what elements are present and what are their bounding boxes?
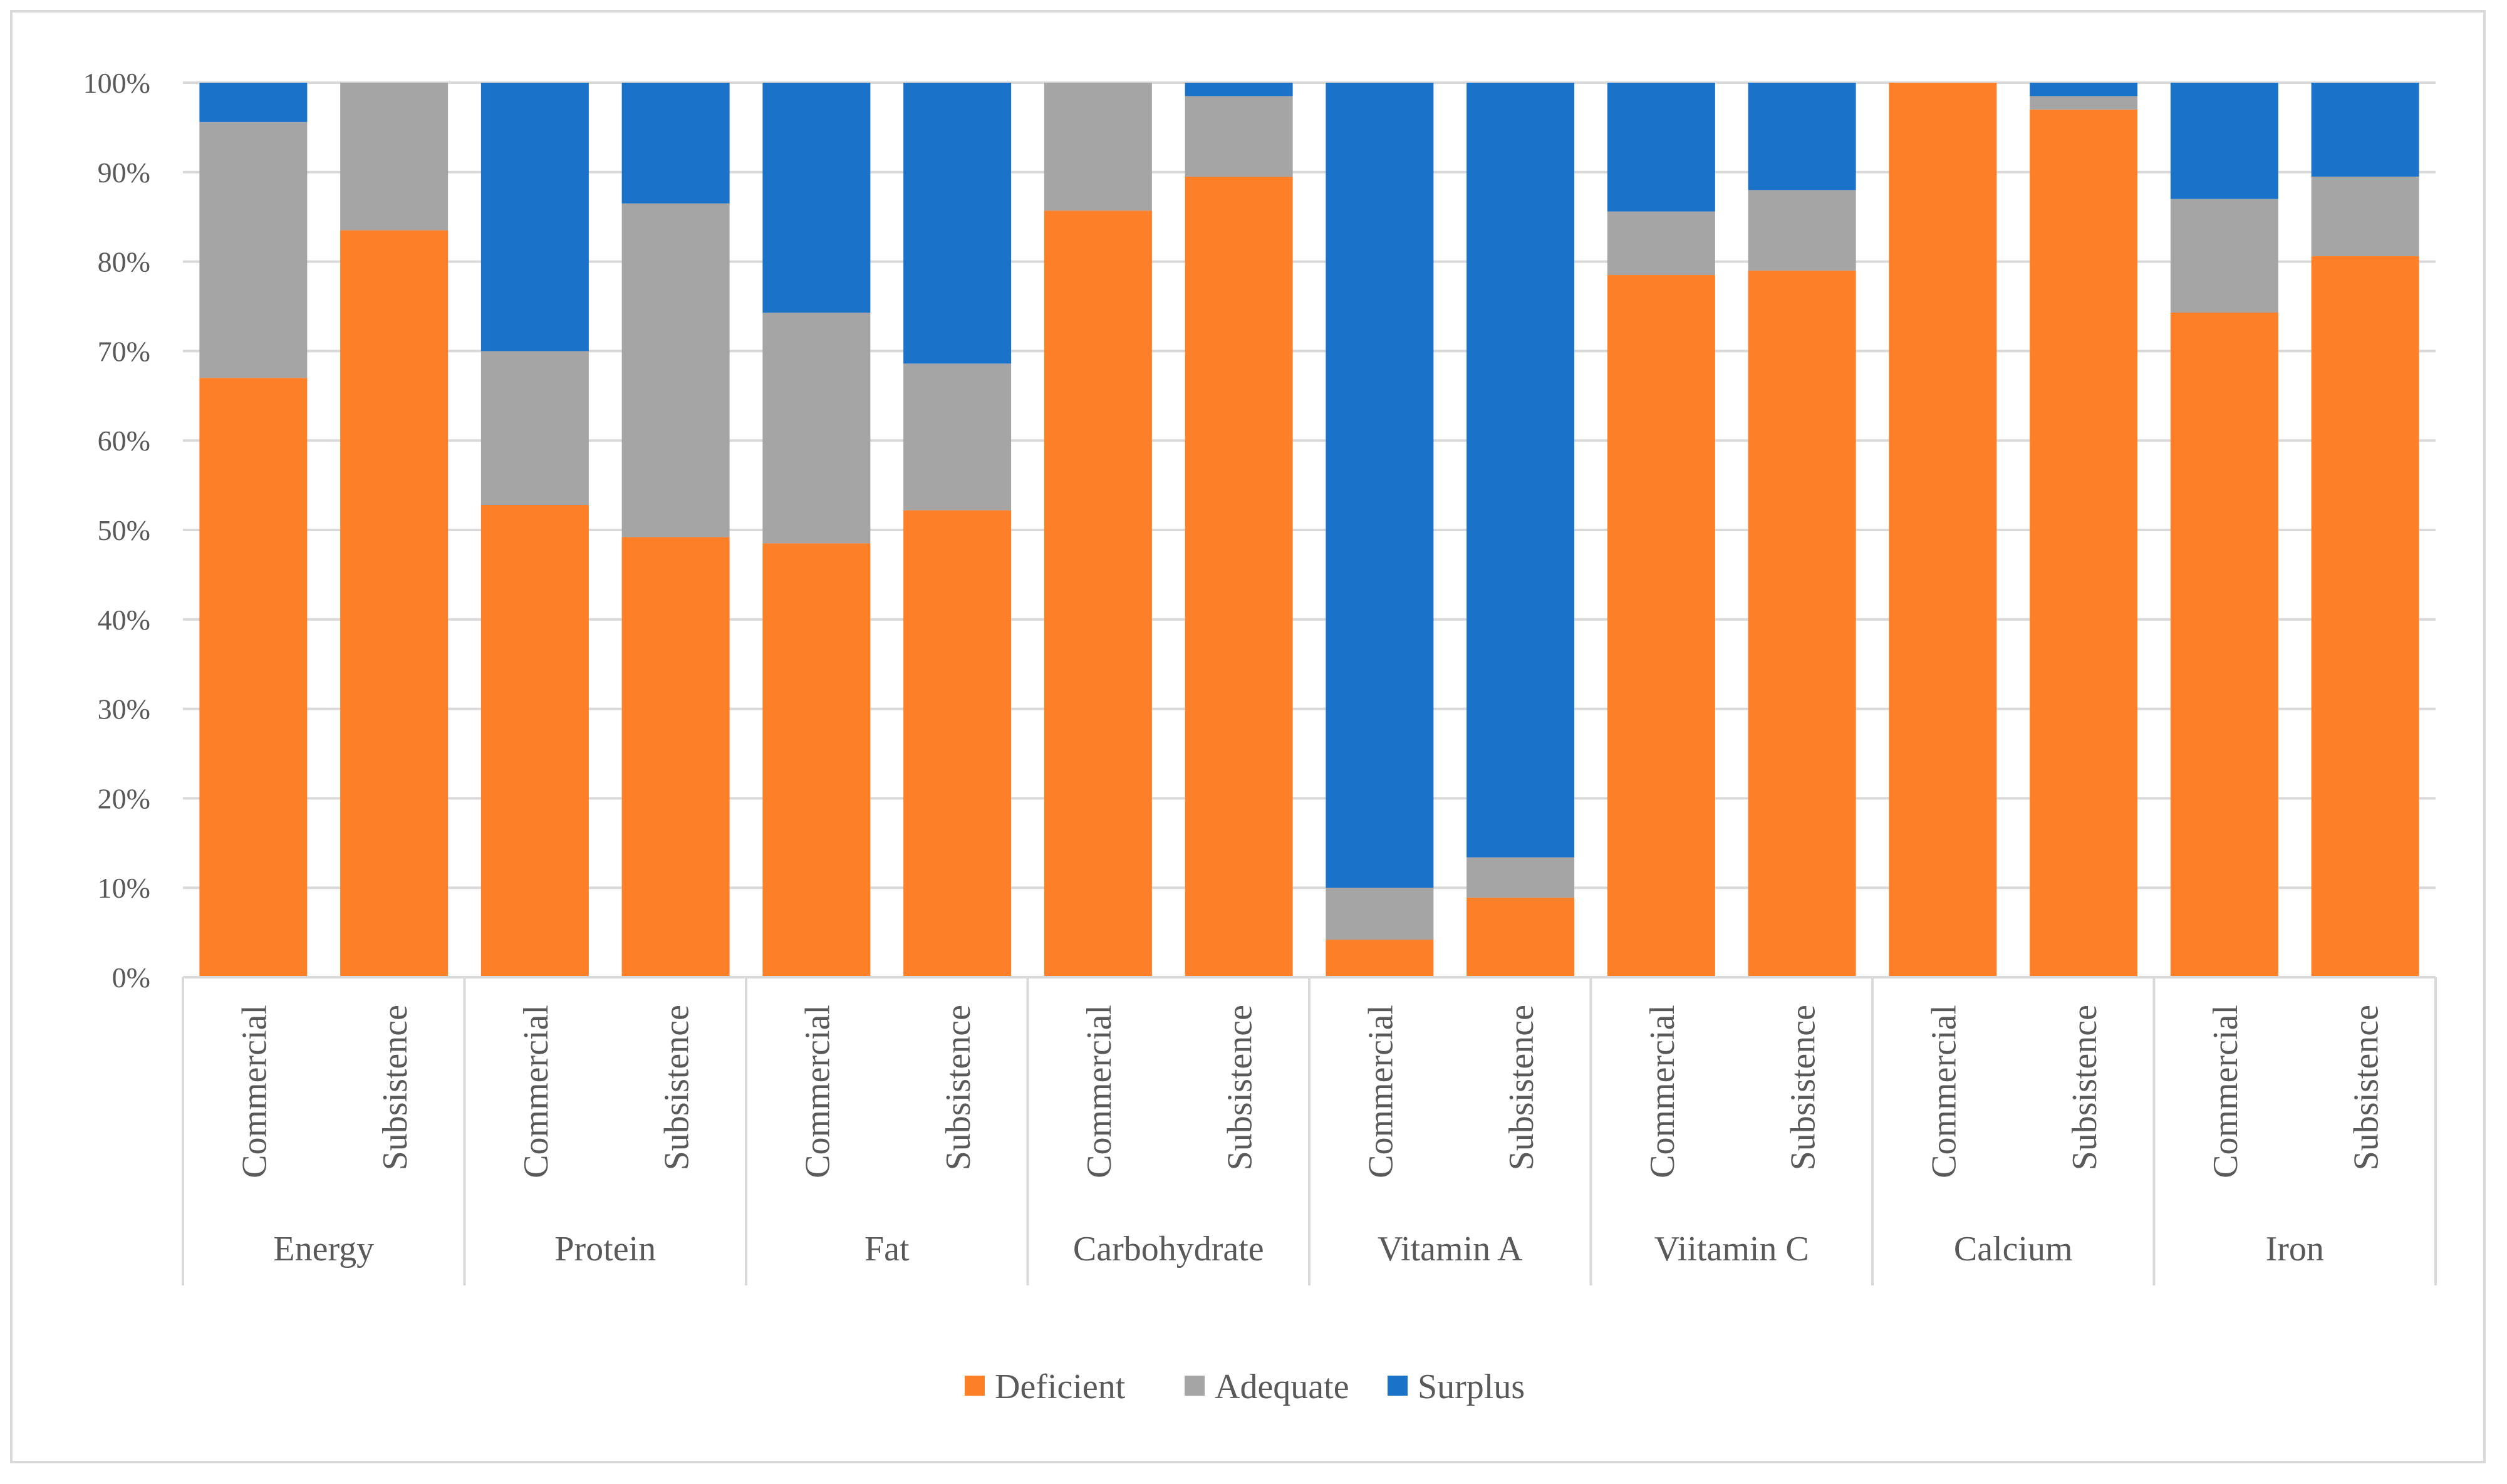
group-label: Vitamin A [1378, 1230, 1523, 1269]
bar-deficient-carbohydrate-commercial [1044, 210, 1152, 978]
stacked-bar-chart: 0% 10% 20% 30% 40% 50% 60% 70% 80% 90% 100% Commer… [83, 67, 2437, 1406]
group-label: Protein [554, 1230, 656, 1269]
bar-adequate-carbohydrate-commercial [1044, 83, 1152, 211]
bar-deficient-viitamin-c-subsistence [1748, 270, 1856, 977]
bar-deficient-viitamin-c-commercial [1607, 275, 1715, 977]
bars [199, 83, 2419, 978]
bar-surplus-viitamin-c-commercial [1607, 83, 1715, 212]
legend-label-adequate: Adequate [1215, 1367, 1349, 1406]
subcategory-label: Subsistence [1502, 1005, 1541, 1170]
bar-adequate-carbohydrate-subsistence [1185, 96, 1293, 177]
y-tick-label: 70% [98, 335, 150, 367]
subcategory-label: Subsistence [939, 1005, 978, 1170]
legend-swatch-deficient [965, 1376, 985, 1396]
y-tick-label: 90% [98, 157, 150, 189]
x-axis [182, 976, 2437, 1285]
bar-surplus-vitamin-a-subsistence [1466, 83, 1575, 858]
bar-surplus-vitamin-a-commercial [1326, 83, 1434, 888]
subcategory-label: Subsistence [1784, 1005, 1823, 1170]
bar-surplus-calcium-subsistence [2030, 83, 2138, 96]
legend-label-surplus: Surplus [1418, 1367, 1525, 1406]
bar-adequate-protein-subsistence [621, 203, 730, 537]
bar-surplus-fat-subsistence [903, 83, 1012, 364]
subcategory-label: Commercial [1643, 1005, 1682, 1178]
group-label: Calcium [1954, 1230, 2073, 1269]
y-tick-label: 10% [98, 872, 150, 904]
group-label: Viitamin C [1654, 1230, 1809, 1269]
bar-deficient-carbohydrate-subsistence [1185, 176, 1293, 978]
group-label: Carbohydrate [1073, 1230, 1264, 1269]
subcategory-label: Commercial [1361, 1005, 1400, 1178]
bar-adequate-vitamin-a-commercial [1326, 888, 1434, 940]
bar-deficient-energy-commercial [199, 378, 308, 977]
subcategory-label: Commercial [2206, 1005, 2245, 1178]
y-tick-label: 0% [112, 962, 150, 994]
legend-swatch-surplus [1388, 1376, 1408, 1396]
chart-frame: 0% 10% 20% 30% 40% 50% 60% 70% 80% 90% 100% Commer… [10, 10, 2486, 1463]
bar-surplus-viitamin-c-subsistence [1748, 83, 1856, 190]
group-label: Fat [864, 1230, 910, 1269]
bar-surplus-iron-subsistence [2311, 83, 2419, 177]
bar-deficient-calcium-commercial [1889, 83, 1997, 977]
bar-deficient-vitamin-a-subsistence [1466, 897, 1575, 977]
bar-deficient-fat-commercial [762, 543, 871, 977]
bar-surplus-iron-commercial [2170, 83, 2278, 199]
y-tick-label: 50% [98, 514, 150, 546]
bar-adequate-calcium-subsistence [2030, 96, 2138, 110]
subcategory-label: Subsistence [376, 1005, 415, 1170]
bar-deficient-calcium-subsistence [2030, 109, 2138, 978]
subcategory-label: Commercial [1080, 1005, 1119, 1178]
bar-adequate-vitamin-a-subsistence [1466, 857, 1575, 898]
bar-adequate-fat-commercial [762, 312, 871, 544]
bar-deficient-protein-commercial [480, 505, 589, 977]
bar-deficient-vitamin-a-commercial [1326, 940, 1434, 977]
legend: Deficient Adequate Surplus [965, 1367, 1525, 1406]
subcategory-label: Commercial [235, 1005, 274, 1178]
bar-adequate-viitamin-c-subsistence [1748, 190, 1856, 271]
bar-surplus-carbohydrate-subsistence [1185, 83, 1293, 96]
y-tick-label: 100% [83, 67, 150, 99]
bar-adequate-iron-commercial [2170, 199, 2278, 313]
subcategory-label: Commercial [1924, 1005, 1963, 1178]
subcategory-label: Subsistence [2065, 1005, 2104, 1170]
group-label: Energy [273, 1230, 374, 1269]
bar-adequate-energy-subsistence [340, 83, 449, 231]
subcategory-label: Subsistence [1221, 1005, 1260, 1170]
subcategory-label: Subsistence [658, 1005, 697, 1170]
bar-adequate-iron-subsistence [2311, 176, 2419, 257]
bar-surplus-protein-subsistence [621, 83, 730, 204]
group-label: Iron [2266, 1230, 2324, 1269]
bar-adequate-viitamin-c-commercial [1607, 211, 1715, 276]
y-tick-label: 20% [98, 782, 150, 814]
subcategory-label: Commercial [517, 1005, 556, 1178]
y-tick-label: 60% [98, 425, 150, 457]
y-tick-label: 80% [98, 246, 150, 278]
bar-adequate-protein-commercial [480, 351, 589, 506]
bar-surplus-protein-commercial [480, 83, 589, 351]
legend-label-deficient: Deficient [995, 1367, 1126, 1406]
bar-surplus-energy-commercial [199, 83, 308, 122]
bar-deficient-energy-subsistence [340, 230, 449, 977]
subcategory-label: Subsistence [2347, 1005, 2386, 1170]
y-axis-tick-labels: 0% 10% 20% 30% 40% 50% 60% 70% 80% 90% 100% [83, 67, 150, 994]
subcategory-label: Commercial [798, 1005, 837, 1178]
bar-adequate-energy-commercial [199, 122, 308, 378]
bar-surplus-fat-commercial [762, 83, 871, 313]
bar-deficient-fat-subsistence [903, 510, 1012, 977]
bar-deficient-iron-commercial [2170, 312, 2278, 978]
legend-swatch-adequate [1185, 1376, 1205, 1396]
x-axis-labels: Commercial Subsistence Commercial Subsisten… [235, 1005, 2385, 1269]
y-tick-label: 30% [98, 693, 150, 725]
y-tick-label: 40% [98, 604, 150, 636]
bar-deficient-protein-subsistence [621, 537, 730, 977]
bar-deficient-iron-subsistence [2311, 256, 2419, 978]
bar-adequate-fat-subsistence [903, 363, 1012, 511]
